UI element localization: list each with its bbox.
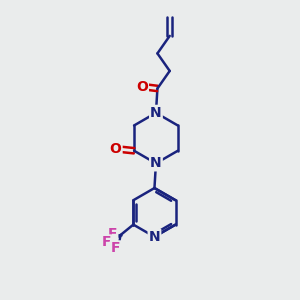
Text: O: O <box>110 142 122 156</box>
Text: N: N <box>150 156 162 170</box>
Text: N: N <box>148 230 160 244</box>
Text: F: F <box>102 236 111 249</box>
Text: F: F <box>111 242 120 255</box>
Text: N: N <box>150 106 162 120</box>
Text: O: O <box>136 80 148 94</box>
Text: F: F <box>108 226 117 241</box>
